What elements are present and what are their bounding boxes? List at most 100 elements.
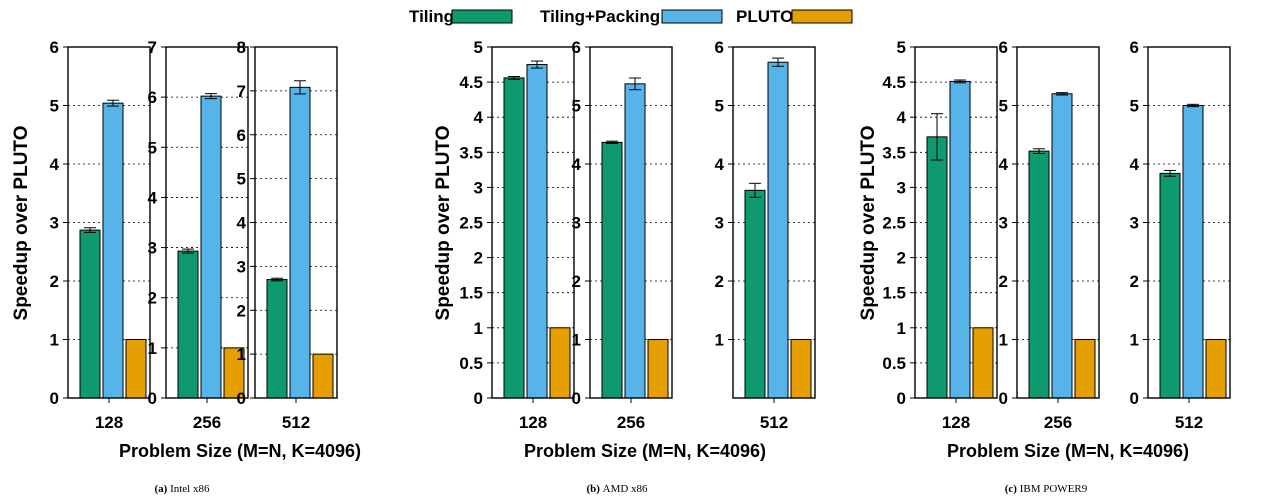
y-tick-label: 5 (50, 97, 59, 116)
y-tick-label: 4 (897, 108, 907, 127)
y-tick-label: 6 (715, 38, 724, 57)
bar-tiling-512 (744, 189, 766, 399)
bar-pluto-512 (790, 339, 812, 399)
bar-tiling-128 (79, 229, 101, 399)
bar-pluto-128 (972, 327, 994, 399)
legend-label-tiling-packing: Tiling+Packing (540, 7, 660, 26)
caption-ibm-power9: (c) IBM POWER9 (1005, 483, 1088, 495)
y-tick-label: 3 (148, 239, 157, 258)
caption-intel-x86: (a) Intel x86 (155, 483, 210, 495)
x-category-label: 128 (95, 413, 123, 432)
y-tick-label: 2 (715, 272, 724, 291)
bar-tiling-128 (503, 77, 525, 399)
bar-tiling-packing-512 (1182, 105, 1204, 399)
y-tick-label: 5 (572, 97, 581, 116)
legend-swatch-tiling-packing (661, 9, 723, 24)
bar-pluto-512 (312, 353, 334, 399)
y-tick-label: 2 (474, 249, 483, 268)
bar-pluto-128 (549, 327, 571, 399)
panel-ibm-power9-128: 0 0.5 1 1.5 2 2.5 3 3.5 4 4.5 5 128 (882, 38, 998, 432)
y-tick-label: 3 (237, 257, 246, 276)
y-tick-label: 6 (148, 88, 157, 107)
y-tick-label: 1 (474, 319, 483, 338)
axis-labels: Speedup over PLUTO Problem Size (M=N, K=4… (11, 126, 1189, 495)
bar-pluto-128 (125, 339, 147, 399)
x-axis-label-amd-x86: Problem Size (M=N, K=4096) (524, 441, 766, 461)
legend-label-tiling: Tiling (409, 7, 454, 26)
y-tick-label: 5 (1130, 97, 1139, 116)
y-tick-label: 4 (474, 108, 484, 127)
y-tick-label: 3 (572, 214, 581, 233)
y-tick-label: 6 (237, 126, 246, 145)
caption-name: Intel x86 (170, 483, 210, 495)
panel-amd-x86-128: 0 0.5 1 1.5 2 2.5 3 3.5 4 4.5 5 128 (459, 38, 575, 432)
y-tick-label: 3 (1130, 214, 1139, 233)
x-category-label: 512 (282, 413, 310, 432)
bar-tiling-256 (1028, 150, 1050, 399)
bar-tiling-512 (1159, 172, 1181, 399)
chart-panels: 01234561280123456725601234567851200.511.… (50, 38, 1231, 432)
y-tick-label: 5 (474, 38, 483, 57)
y-tick-label: 2 (50, 272, 59, 291)
y-tick-label: 6 (1130, 38, 1139, 57)
x-category-label: 256 (193, 413, 221, 432)
y-tick-label: 3 (897, 178, 906, 197)
bar-tiling-packing-512 (767, 61, 789, 399)
y-tick-label: 1 (572, 331, 581, 350)
y-tick-label: 8 (237, 38, 246, 57)
panel-intel-x86-512: 0 1 2 3 4 5 6 7 8 512 (237, 38, 338, 432)
bar-tiling-packing-256 (624, 83, 646, 399)
y-tick-label: 5 (715, 97, 724, 116)
y-tick-label: 4 (1130, 155, 1140, 174)
y-axis-label-intel-x86: Speedup over PLUTO (11, 126, 32, 321)
y-tick-label: 3 (474, 178, 483, 197)
y-tick-label: 4 (572, 155, 582, 174)
bar-tiling-packing-128 (102, 102, 124, 399)
y-tick-label: 2 (148, 289, 157, 308)
y-tick-label: 4 (50, 155, 60, 174)
y-tick-label: 3 (999, 214, 1008, 233)
y-tick-label: 4 (999, 155, 1009, 174)
y-tick-label: 1 (50, 331, 59, 350)
x-category-label: 256 (617, 413, 645, 432)
y-tick-label: 5 (148, 138, 157, 157)
y-axis-label-amd-x86: Speedup over PLUTO (433, 126, 454, 321)
panel-amd-x86-512: 1 2 3 4 5 6 512 (715, 38, 816, 432)
y-tick-label: 0 (50, 389, 59, 408)
y-tick-label: 2 (999, 272, 1008, 291)
legend: Tiling Tiling+Packing PLUTO (409, 7, 853, 26)
y-tick-label: 7 (148, 38, 157, 57)
x-category-label: 256 (1044, 413, 1072, 432)
x-category-label: 512 (760, 413, 788, 432)
y-tick-label: 0 (474, 389, 483, 408)
y-tick-label: 6 (572, 38, 581, 57)
bar-tiling-128 (926, 136, 948, 399)
x-category-label: 512 (1175, 413, 1203, 432)
y-tick-label: 1.5 (882, 284, 906, 303)
y-tick-label: 5 (897, 38, 906, 57)
y-tick-label: 1 (897, 319, 906, 338)
legend-swatch-pluto (791, 9, 853, 24)
y-tick-label: 6 (50, 38, 59, 57)
caption-tag: (b) (586, 483, 602, 495)
y-tick-label: 2.5 (882, 214, 906, 233)
y-tick-label: 4 (715, 155, 725, 174)
y-tick-label: 5 (999, 97, 1008, 116)
bar-tiling-packing-128 (949, 80, 971, 399)
legend-label-pluto: PLUTO (736, 7, 793, 26)
bar-pluto-256 (1074, 339, 1096, 399)
y-tick-label: 0 (897, 389, 906, 408)
x-axis-label-intel-x86: Problem Size (M=N, K=4096) (119, 441, 361, 461)
y-tick-label: 0.5 (459, 354, 483, 373)
panel-ibm-power9-512: 0 1 2 3 4 5 6 512 (1130, 38, 1231, 432)
legend-swatch-tiling (451, 9, 513, 24)
y-tick-label: 1 (237, 345, 246, 364)
caption-name: AMD x86 (603, 483, 648, 495)
bar-tiling-packing-256 (200, 95, 222, 399)
y-tick-label: 0.5 (882, 354, 906, 373)
y-tick-label: 4.5 (882, 73, 906, 92)
y-tick-label: 6 (999, 38, 1008, 57)
bar-tiling-512 (266, 279, 288, 399)
caption-tag: (a) (155, 483, 171, 495)
